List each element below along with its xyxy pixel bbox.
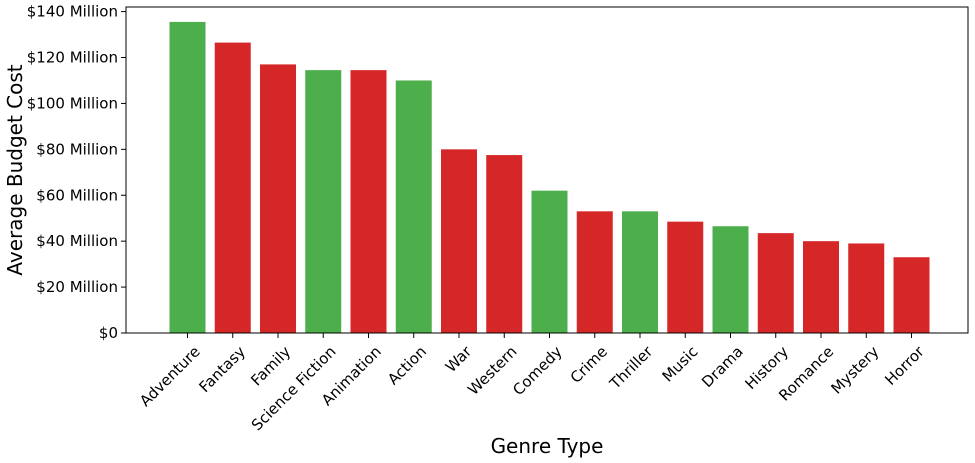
x-tick-label: War xyxy=(442,342,476,376)
bar-romance xyxy=(803,241,839,333)
y-tick-label: $100 Million xyxy=(27,94,118,112)
bar-family xyxy=(260,64,296,334)
x-tick-label: Thriller xyxy=(606,342,657,393)
x-tick-label: Comedy xyxy=(509,342,566,399)
bar-mystery xyxy=(848,243,885,333)
x-tick-label: Action xyxy=(384,343,430,389)
plot-frame xyxy=(125,6,969,334)
x-axis-title: Genre Type xyxy=(491,434,604,458)
x-tick-label: Fantasy xyxy=(195,342,249,396)
x-tick-label: Horror xyxy=(881,342,928,389)
bar-fantasy xyxy=(214,42,251,334)
bar-history xyxy=(757,233,794,333)
y-axis-ticks: $0 $20 Million $40 Million $60 Million $80 M… xyxy=(27,3,126,342)
y-tick-label: $40 Million xyxy=(36,232,118,250)
bar-adventure xyxy=(169,21,206,333)
x-tick-label: Music xyxy=(659,343,702,386)
y-tick-label: $80 Million xyxy=(36,140,118,158)
bar-animation xyxy=(350,70,387,334)
y-axis-title: Average Budget Cost xyxy=(3,64,27,275)
bar-thriller xyxy=(622,211,658,333)
x-tick-label: Crime xyxy=(567,343,611,387)
x-tick-label: Adventure xyxy=(136,343,204,411)
y-tick-label: $60 Million xyxy=(36,186,118,204)
bar-crime xyxy=(576,211,613,333)
bar-western xyxy=(486,155,523,333)
x-tick-label: Mystery xyxy=(827,342,882,397)
bar-music xyxy=(667,221,704,333)
bar-horror xyxy=(893,257,930,333)
bar-action xyxy=(395,80,432,334)
y-tick-label: $140 Million xyxy=(27,3,118,21)
y-tick-label: $20 Million xyxy=(36,278,118,296)
bar-drama xyxy=(712,226,749,333)
bar-science-fiction xyxy=(305,70,342,334)
bars-group xyxy=(169,21,930,334)
y-tick-label: $0 xyxy=(99,324,118,342)
bar-war xyxy=(441,149,477,333)
y-tick-label: $120 Million xyxy=(27,49,118,67)
bar-comedy xyxy=(531,190,568,333)
x-tick-label: Drama xyxy=(698,343,747,392)
